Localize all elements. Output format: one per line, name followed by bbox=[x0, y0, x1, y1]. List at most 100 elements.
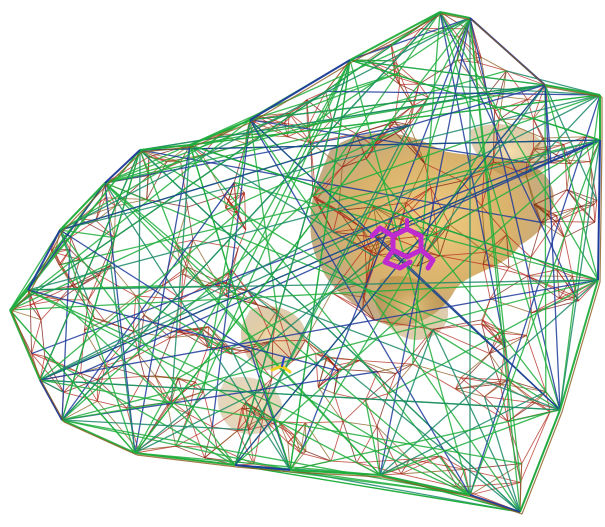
mesh-edge bbox=[461, 172, 485, 182]
mesh-edge bbox=[27, 139, 601, 291]
mesh-edge bbox=[236, 466, 293, 473]
mesh-edge bbox=[104, 149, 141, 184]
mesh-edge bbox=[405, 202, 438, 235]
mesh-edge bbox=[30, 294, 60, 301]
mesh-edge bbox=[182, 239, 194, 274]
mesh-edge bbox=[31, 319, 42, 354]
mesh-edge bbox=[365, 158, 561, 411]
mesh-edge bbox=[481, 205, 507, 236]
mesh-edge bbox=[61, 182, 235, 421]
mesh-edge bbox=[469, 463, 522, 496]
mesh-edge bbox=[506, 234, 510, 268]
mesh-edge bbox=[469, 494, 521, 513]
mesh-edge bbox=[521, 411, 563, 515]
mesh-edge bbox=[63, 421, 138, 456]
mesh-edge bbox=[248, 408, 257, 430]
mesh-edge bbox=[148, 156, 181, 163]
mesh-edge bbox=[39, 149, 141, 381]
hull-mesh bbox=[9, 11, 603, 515]
mesh-edge bbox=[29, 304, 42, 320]
mesh-edge bbox=[84, 330, 106, 366]
mesh-edge bbox=[249, 119, 521, 513]
ligand-chain-c bbox=[418, 247, 436, 271]
mesh-edge bbox=[409, 105, 414, 126]
ligand-chain-b bbox=[382, 247, 413, 271]
mesh-edge bbox=[231, 351, 251, 355]
mesh-edge bbox=[11, 311, 43, 383]
mesh-edge bbox=[11, 291, 31, 313]
mesh-edge bbox=[461, 180, 483, 207]
mesh-edge bbox=[477, 62, 507, 72]
mesh-edge bbox=[186, 266, 217, 281]
mesh-edge bbox=[189, 94, 601, 146]
mesh-edge bbox=[27, 289, 339, 372]
mesh-edge bbox=[362, 228, 366, 248]
mesh-edge bbox=[392, 60, 401, 85]
mesh-edge bbox=[233, 182, 245, 194]
mesh-edge bbox=[544, 84, 601, 96]
mesh-edge bbox=[566, 163, 571, 190]
mesh-edge bbox=[337, 360, 360, 370]
mesh-edge bbox=[317, 368, 339, 388]
mesh-edge bbox=[484, 379, 509, 398]
mesh-edge bbox=[234, 139, 601, 466]
mesh-edge bbox=[541, 221, 556, 223]
mesh-edge bbox=[9, 289, 29, 311]
mesh-edge bbox=[315, 353, 336, 366]
mesh-edge bbox=[29, 231, 63, 293]
mesh-edge bbox=[59, 229, 252, 353]
mesh-edge bbox=[312, 195, 334, 233]
mesh-edge bbox=[98, 274, 136, 297]
mesh-edge bbox=[63, 379, 98, 393]
mesh-edge bbox=[9, 309, 136, 454]
mesh-edge bbox=[27, 229, 61, 291]
mesh-edge bbox=[138, 149, 141, 355]
mesh-edge bbox=[234, 464, 291, 471]
mesh-edge bbox=[134, 452, 236, 466]
mesh-edge bbox=[233, 143, 247, 183]
mesh-edge bbox=[440, 455, 465, 470]
mesh-edge bbox=[178, 377, 196, 383]
mesh-edge bbox=[526, 159, 566, 163]
mesh-edge bbox=[114, 206, 116, 238]
mesh-edge bbox=[61, 400, 98, 421]
mesh-edge bbox=[527, 84, 546, 100]
mesh-edge bbox=[289, 59, 351, 471]
mesh-edge bbox=[59, 285, 73, 301]
mesh-edge bbox=[333, 392, 366, 401]
mesh-edge bbox=[506, 70, 546, 86]
mesh-edge bbox=[59, 84, 546, 231]
mesh-edge bbox=[300, 450, 307, 454]
mesh-edge bbox=[138, 354, 156, 377]
mesh-edge bbox=[189, 144, 291, 471]
mesh-edge bbox=[390, 187, 432, 219]
mesh-edge bbox=[540, 214, 548, 223]
mesh-edge bbox=[30, 299, 60, 306]
mesh-edge bbox=[564, 160, 568, 190]
mesh-edge bbox=[139, 144, 191, 151]
mesh-edge bbox=[566, 189, 596, 223]
mesh-edge bbox=[104, 182, 216, 286]
mesh-edge bbox=[134, 144, 191, 454]
mesh-edge bbox=[256, 304, 274, 342]
mesh-edge bbox=[331, 460, 357, 464]
mesh-edge bbox=[80, 330, 85, 374]
mesh-edge bbox=[469, 94, 601, 496]
mesh-edge bbox=[106, 151, 143, 186]
mesh-edge bbox=[349, 59, 471, 496]
mesh-edge bbox=[546, 86, 603, 98]
mesh-edge bbox=[192, 239, 239, 249]
mesh-edge bbox=[312, 11, 441, 197]
mesh-edge bbox=[400, 468, 465, 475]
mesh-edge bbox=[481, 323, 498, 334]
mesh-edge bbox=[39, 279, 599, 381]
mesh-edge bbox=[387, 279, 599, 395]
mesh-edge bbox=[300, 422, 306, 454]
mesh-edge bbox=[80, 372, 98, 380]
mesh-edge bbox=[597, 139, 601, 281]
mesh-edge bbox=[139, 149, 178, 244]
mesh-edge bbox=[481, 319, 504, 332]
mesh-edge bbox=[507, 402, 536, 422]
mesh-edge bbox=[134, 254, 379, 454]
